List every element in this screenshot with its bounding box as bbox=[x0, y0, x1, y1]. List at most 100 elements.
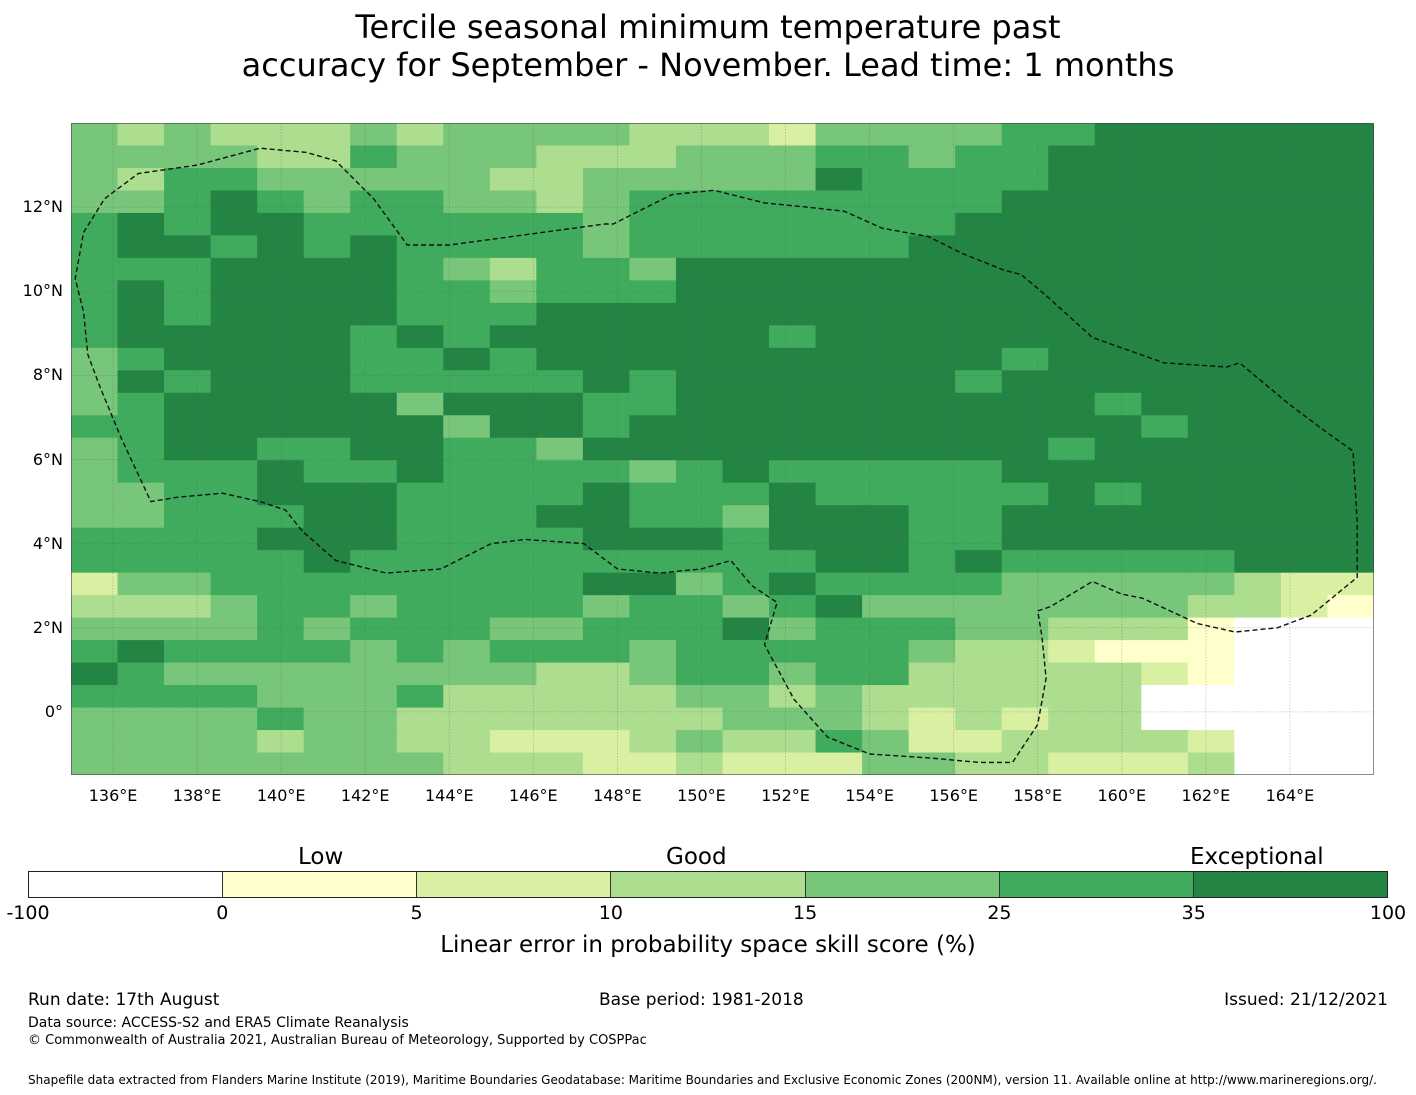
skill-cell bbox=[1001, 370, 1049, 394]
skill-cell bbox=[71, 123, 119, 147]
skill-cell bbox=[629, 257, 677, 281]
skill-cell bbox=[1094, 370, 1142, 394]
skill-cell bbox=[443, 572, 491, 596]
skill-cell bbox=[350, 617, 398, 641]
skill-cell bbox=[396, 190, 444, 214]
skill-cell bbox=[71, 505, 119, 529]
skill-cell bbox=[1280, 460, 1329, 484]
skill-cell bbox=[350, 415, 398, 439]
skill-cell bbox=[862, 685, 910, 709]
skill-cell bbox=[1094, 145, 1142, 169]
skill-cell bbox=[675, 190, 724, 214]
skill-cell bbox=[536, 257, 584, 281]
skill-cell bbox=[1001, 550, 1049, 574]
skill-cell bbox=[908, 302, 956, 326]
skill-cell bbox=[629, 752, 677, 775]
skill-cell bbox=[396, 370, 444, 394]
skill-cell bbox=[1187, 640, 1235, 664]
skill-cell bbox=[1187, 707, 1235, 731]
skill-cell bbox=[257, 167, 305, 192]
skill-cell bbox=[1280, 347, 1329, 371]
skill-cell bbox=[164, 482, 212, 506]
skill-cell bbox=[1187, 212, 1235, 237]
skill-cell bbox=[1141, 437, 1189, 461]
skill-cell bbox=[210, 662, 258, 686]
skill-cell bbox=[1141, 505, 1189, 529]
skill-cell bbox=[303, 257, 351, 281]
skill-cell bbox=[722, 640, 770, 664]
skill-cell bbox=[117, 145, 165, 169]
skill-cell bbox=[1001, 437, 1049, 461]
skill-cell bbox=[1187, 347, 1235, 371]
skill-cell bbox=[1048, 752, 1096, 775]
skill-cell bbox=[1234, 437, 1282, 461]
skill-cell bbox=[210, 752, 258, 775]
skill-cell bbox=[1280, 662, 1329, 686]
skill-cell bbox=[489, 730, 537, 754]
skill-cell bbox=[1094, 212, 1142, 237]
skill-cell bbox=[675, 482, 724, 506]
skill-cell bbox=[675, 752, 724, 775]
skill-cell bbox=[71, 437, 119, 461]
skill-cell bbox=[675, 730, 724, 754]
skill-cell bbox=[629, 460, 677, 484]
skill-cell bbox=[955, 662, 1003, 686]
skill-cell bbox=[582, 460, 631, 484]
skill-cell bbox=[350, 257, 398, 281]
skill-cell bbox=[71, 212, 119, 237]
skill-cell bbox=[1280, 685, 1329, 709]
skill-cell bbox=[164, 437, 212, 461]
skill-cell bbox=[1141, 707, 1189, 731]
skill-cell bbox=[164, 505, 212, 529]
skill-cell bbox=[257, 662, 305, 686]
skill-cell bbox=[955, 370, 1003, 394]
skill-cell bbox=[769, 280, 817, 304]
skill-cell bbox=[1234, 640, 1282, 664]
skill-cell bbox=[1001, 527, 1049, 551]
eez-boundary bbox=[74, 147, 1358, 764]
skill-cell bbox=[1094, 752, 1142, 775]
lat-tick-label: 0° bbox=[44, 701, 63, 721]
skill-cell bbox=[1141, 325, 1189, 349]
skill-cell bbox=[769, 257, 817, 281]
skill-cell bbox=[1327, 617, 1374, 641]
skill-cell bbox=[908, 460, 956, 484]
skill-cell bbox=[582, 167, 631, 192]
skill-cell bbox=[582, 662, 631, 686]
skill-cell bbox=[443, 752, 491, 775]
skill-cell bbox=[675, 662, 724, 686]
skill-cell bbox=[443, 527, 491, 551]
skill-cell bbox=[536, 145, 584, 169]
skill-cell bbox=[1280, 437, 1329, 461]
skill-cell bbox=[722, 482, 770, 506]
skill-cell bbox=[769, 752, 817, 775]
skill-cell bbox=[1048, 257, 1096, 281]
skill-cell bbox=[815, 617, 863, 641]
skill-cell bbox=[303, 460, 351, 484]
chart-title-line-1: Tercile seasonal minimum temperature pas… bbox=[355, 8, 1061, 46]
skill-cell bbox=[862, 572, 910, 596]
skill-cell bbox=[1094, 257, 1142, 281]
skill-cell bbox=[1141, 752, 1189, 775]
skill-cell bbox=[117, 235, 165, 259]
skill-cell bbox=[117, 415, 165, 439]
skill-cell bbox=[955, 235, 1003, 259]
lat-tick-label: 6°N bbox=[32, 449, 63, 469]
skill-cell bbox=[815, 527, 863, 551]
skill-cell bbox=[536, 167, 584, 192]
skill-cell bbox=[210, 415, 258, 439]
skill-cell bbox=[1234, 280, 1282, 304]
skill-cell bbox=[164, 257, 212, 281]
skill-cell bbox=[1141, 595, 1189, 619]
skill-cell bbox=[1280, 302, 1329, 326]
skill-cell bbox=[350, 662, 398, 686]
skill-cell bbox=[1001, 325, 1049, 349]
skill-cell bbox=[1094, 235, 1142, 259]
skill-cell bbox=[1187, 235, 1235, 259]
skill-cell bbox=[908, 167, 956, 192]
skill-cell bbox=[117, 302, 165, 326]
skill-cell bbox=[815, 482, 863, 506]
skill-cell bbox=[443, 707, 491, 731]
skill-cell bbox=[862, 167, 910, 192]
skill-cell bbox=[303, 302, 351, 326]
